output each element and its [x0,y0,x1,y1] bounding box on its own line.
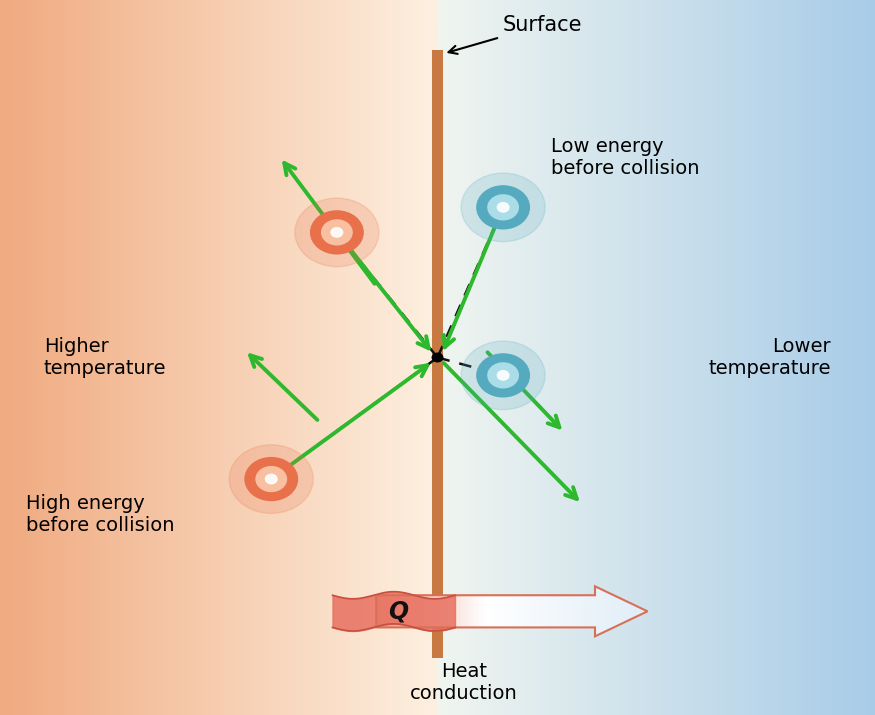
Circle shape [497,370,509,380]
Text: Low energy
before collision: Low energy before collision [551,137,700,178]
Circle shape [256,467,286,491]
Text: Lower
temperature: Lower temperature [709,337,831,378]
Circle shape [461,173,545,242]
Circle shape [229,445,313,513]
Text: High energy
before collision: High energy before collision [26,494,175,536]
Circle shape [245,458,298,500]
Text: Surface: Surface [449,15,582,54]
Circle shape [311,211,363,254]
Circle shape [477,354,529,397]
Circle shape [322,220,352,245]
Text: Higher
temperature: Higher temperature [44,337,166,378]
Circle shape [432,353,443,362]
Text: Heat
conduction: Heat conduction [410,662,518,704]
Circle shape [265,474,277,484]
Circle shape [477,186,529,229]
Text: Q: Q [388,599,408,623]
Circle shape [331,227,343,237]
Circle shape [488,363,518,388]
Circle shape [295,198,379,267]
Circle shape [461,341,545,410]
Bar [432,50,443,658]
Circle shape [497,202,509,212]
Circle shape [488,195,518,220]
